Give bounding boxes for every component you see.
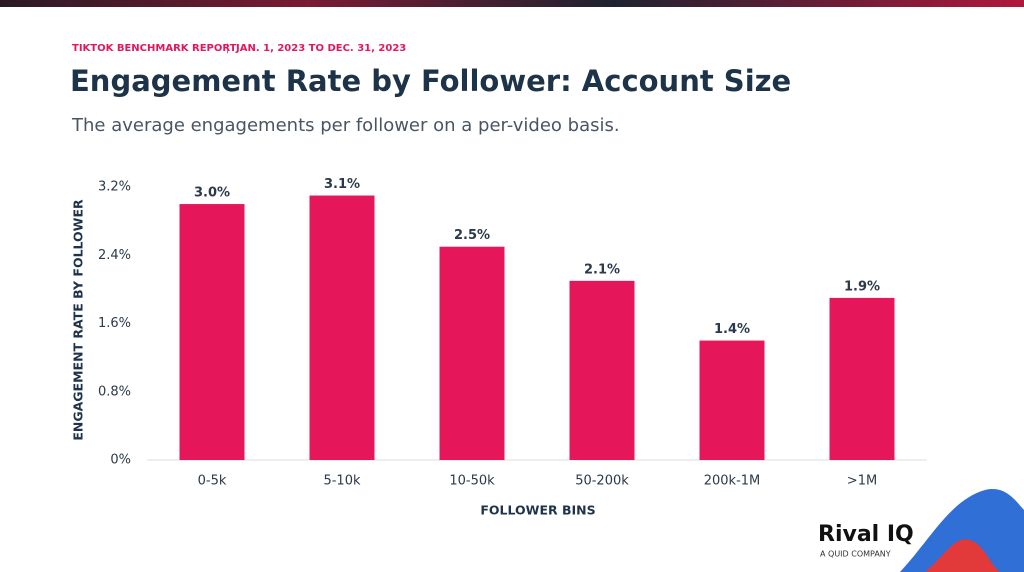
y-tick-label: 0% xyxy=(110,453,131,468)
value-label: 1.9% xyxy=(844,279,880,294)
bar xyxy=(439,246,505,460)
y-tick-label: 1.6% xyxy=(98,316,131,331)
chart-title: Engagement Rate by Follower: Account Siz… xyxy=(70,64,791,98)
y-tick-label: 0.8% xyxy=(98,384,131,399)
kicker-separator: | xyxy=(226,43,229,54)
logo-wave-red xyxy=(925,539,1000,572)
value-label: 3.0% xyxy=(194,186,230,201)
value-label: 1.4% xyxy=(714,322,750,337)
logo-tagline: A QUID COMPANY xyxy=(820,550,891,559)
x-tick-label: 5-10k xyxy=(323,474,361,489)
bar xyxy=(569,280,635,460)
y-axis-title: ENGAGEMENT RATE BY FOLLOWER xyxy=(71,199,86,441)
x-tick-label: 0-5k xyxy=(198,474,227,489)
bar xyxy=(699,340,765,460)
y-tick-label: 2.4% xyxy=(98,248,131,263)
logo-wave-blue xyxy=(900,489,1024,572)
bar xyxy=(309,195,375,460)
x-axis-title: FOLLOWER BINS xyxy=(480,503,595,518)
value-label: 2.1% xyxy=(584,262,620,277)
bar xyxy=(179,204,245,460)
y-tick-label: 3.2% xyxy=(98,180,131,195)
x-tick-label: 10-50k xyxy=(449,474,495,489)
report-kicker: TIKTOK BENCHMARK REPORT xyxy=(72,43,237,54)
value-label: 2.5% xyxy=(454,228,490,243)
logo: Rival IQ xyxy=(818,522,914,547)
x-tick-label: 50-200k xyxy=(575,474,629,489)
top-stripe xyxy=(0,0,1024,7)
x-tick-label: 200k-1M xyxy=(704,474,761,489)
value-label: 3.1% xyxy=(324,177,360,192)
report-dates: JAN. 1, 2023 TO DEC. 31, 2023 xyxy=(235,43,406,54)
chart-subtitle: The average engagements per follower on … xyxy=(71,115,620,136)
x-tick-label: >1M xyxy=(847,474,877,489)
bar xyxy=(829,297,895,460)
